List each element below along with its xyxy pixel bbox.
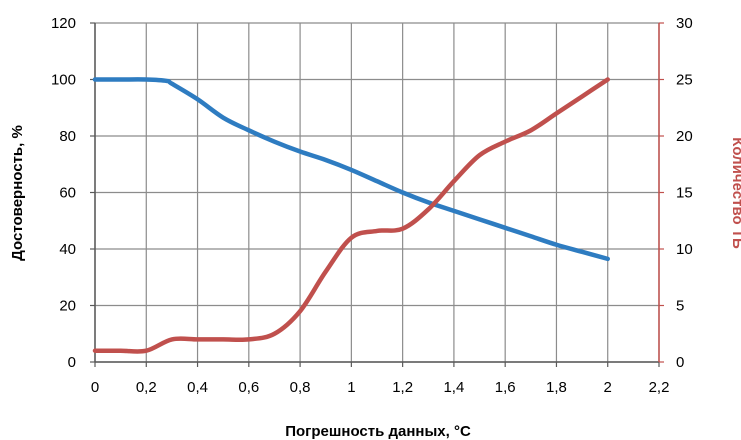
x-tick-label: 0,6 [238,379,259,396]
y-tick-label: 0 [68,354,76,371]
y-tick-label: 120 [51,15,76,32]
x-tick-label: 0 [91,379,99,396]
x-tick-label: 2,2 [649,379,670,396]
x-axis-label: Погрешность данных, °C [285,423,471,440]
count-line [92,77,610,354]
series-lines [92,77,610,354]
y-tick-label: 60 [59,185,76,202]
y2-tick-label: 5 [676,298,684,315]
x-tick-label: 1,2 [392,379,413,396]
y-axis-label: Достоверность, % [9,125,26,261]
x-tick-label: 2 [604,379,612,396]
y-tick-label: 80 [59,128,76,145]
y2-tick-label: 30 [676,15,693,32]
x-tick-label: 0,2 [136,379,157,396]
axes [90,22,664,367]
x-tick-label: 1,6 [495,379,516,396]
x-tick-label: 0,4 [187,379,208,396]
x-tick-label: 1 [347,379,355,396]
grid [94,22,660,363]
y2-tick-label: 0 [676,354,684,371]
x-tick-label: 1,8 [546,379,567,396]
y2-tick-label: 25 [676,72,693,89]
y-tick-label: 40 [59,241,76,258]
y-tick-label: 20 [59,298,76,315]
x-tick-label: 0,8 [290,379,311,396]
y-tick-label: 100 [51,72,76,89]
y2-tick-label: 15 [676,185,693,202]
tick-labels: 0 0,2 0,4 0,6 0,8 1 1,2 1,4 1,6 1,8 2 2,2 0 20 40 60 80 1… [51,15,693,396]
x-tick-label: 1,4 [443,379,464,396]
y2-tick-label: 20 [676,128,693,145]
y2-axis-label: Количество ТБ [729,137,741,249]
reliability-line [92,77,610,262]
y2-tick-label: 10 [676,241,693,258]
